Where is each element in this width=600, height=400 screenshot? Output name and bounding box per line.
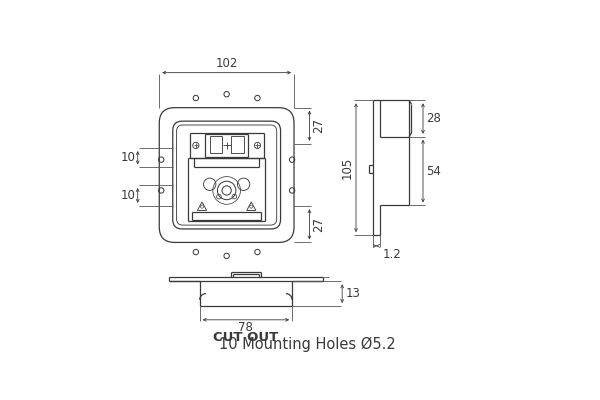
Text: 10: 10 xyxy=(121,151,136,164)
Text: 102: 102 xyxy=(215,57,238,70)
Bar xyxy=(231,136,244,153)
Text: 27: 27 xyxy=(313,217,326,232)
Text: 10 Mounting Holes Ø5.2: 10 Mounting Holes Ø5.2 xyxy=(219,337,396,352)
Text: 1.2: 1.2 xyxy=(382,248,401,261)
Text: 54: 54 xyxy=(426,165,441,178)
Text: 27: 27 xyxy=(313,118,326,133)
Text: 28: 28 xyxy=(426,112,441,125)
Bar xyxy=(210,136,222,153)
Text: 105: 105 xyxy=(341,157,354,179)
Text: 10: 10 xyxy=(121,189,136,202)
Text: CUT OUT: CUT OUT xyxy=(213,330,278,344)
Text: 13: 13 xyxy=(345,287,360,300)
Text: 78: 78 xyxy=(238,321,253,334)
